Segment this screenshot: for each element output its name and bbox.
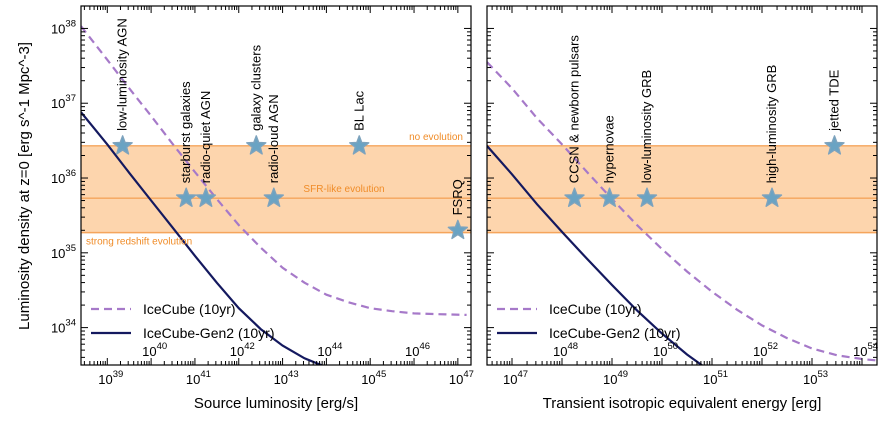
source-label-6: FSRQ bbox=[450, 179, 465, 215]
series-line-icecube bbox=[81, 25, 467, 316]
band-label: SFR-like evolution bbox=[303, 184, 384, 195]
series-line-icecube bbox=[487, 61, 877, 362]
x-tick-label: 1043 bbox=[274, 369, 299, 387]
y-tick-label: 1037 bbox=[51, 93, 76, 111]
source-star-3 bbox=[761, 187, 783, 207]
y-axis-label: Luminosity density at z=0 [erg s^-1 Mpc^… bbox=[16, 42, 33, 330]
x-tick-label: 1050 bbox=[653, 341, 678, 359]
plot-area bbox=[81, 25, 471, 365]
source-label-2: radio-quiet AGN bbox=[198, 91, 213, 184]
source-label-5: BL Lac bbox=[351, 90, 366, 130]
x-axis-label-left: Source luminosity [erg/s] bbox=[194, 395, 358, 412]
x-tick-label: 1045 bbox=[361, 369, 386, 387]
x-tick-label: 1044 bbox=[317, 341, 342, 359]
series-line-icecube-gen2 bbox=[81, 111, 324, 365]
left-panel: no evolution SFR-like evolution strong red… bbox=[51, 5, 474, 387]
plot-area bbox=[487, 61, 877, 365]
x-tick-label: 1041 bbox=[186, 369, 211, 387]
source-label-4: jetted TDE bbox=[827, 69, 842, 132]
source-star-3 bbox=[246, 135, 267, 155]
source-star-4 bbox=[263, 187, 285, 207]
evolution-band bbox=[487, 145, 877, 233]
legend-label-1: IceCube-Gen2 (10yr) bbox=[143, 325, 275, 341]
x-tick-label: 1048 bbox=[553, 341, 578, 359]
source-label-0: CCSN & newborn pulsars bbox=[567, 35, 582, 184]
source-label-1: hypernovae bbox=[602, 115, 617, 183]
x-tick-label: 1052 bbox=[753, 341, 778, 359]
legend-label-0: IceCube (10yr) bbox=[143, 301, 236, 317]
source-star-4 bbox=[824, 135, 845, 155]
x-tick-label: 1053 bbox=[803, 369, 828, 387]
source-label-3: galaxy clusters bbox=[248, 44, 263, 130]
source-label-2: low-luminosity GRB bbox=[639, 70, 654, 183]
source-star-5 bbox=[349, 135, 370, 155]
right-panel: CCSN & newborn pulsars hypernovae low-lumi… bbox=[486, 5, 878, 387]
source-star-1 bbox=[175, 187, 197, 207]
source-star-0 bbox=[564, 187, 585, 207]
legend-label-1: IceCube-Gen2 (10yr) bbox=[549, 325, 681, 341]
legend-label-0: IceCube (10yr) bbox=[549, 301, 642, 317]
x-tick-label: 1046 bbox=[405, 341, 430, 359]
source-star-2 bbox=[636, 187, 658, 207]
source-label-1: starburst galaxies bbox=[178, 81, 193, 183]
band-label: strong redshift evolution bbox=[86, 237, 192, 248]
evolution-band bbox=[81, 145, 471, 233]
x-tick-label: 1047 bbox=[503, 369, 528, 387]
x-tick-label: 1049 bbox=[603, 369, 628, 387]
x-axis-label-right: Transient isotropic equivalent energy [e… bbox=[543, 395, 822, 412]
x-tick-label: 1051 bbox=[703, 369, 728, 387]
x-tick-label: 1040 bbox=[142, 341, 167, 359]
y-tick-label: 1035 bbox=[51, 243, 76, 261]
x-tick-label: 1042 bbox=[230, 341, 255, 359]
source-label-4: radio-loud AGN bbox=[266, 94, 281, 183]
source-label-3: high-luminosity GRB bbox=[764, 65, 779, 184]
source-star-0 bbox=[112, 135, 133, 155]
y-tick-label: 1038 bbox=[51, 18, 76, 36]
y-tick-label: 1036 bbox=[51, 168, 76, 186]
series-line-icecube-gen2 bbox=[487, 145, 704, 365]
x-tick-label: 1039 bbox=[98, 369, 123, 387]
source-star-2 bbox=[195, 187, 217, 207]
y-tick-label: 1034 bbox=[51, 318, 76, 336]
x-tick-label: 1054 bbox=[853, 341, 878, 359]
band-label: no evolution bbox=[409, 132, 463, 143]
source-star-6 bbox=[447, 219, 469, 240]
source-label-0: low-luminosity AGN bbox=[115, 18, 130, 131]
x-tick-label: 1047 bbox=[449, 369, 474, 387]
source-star-1 bbox=[599, 187, 620, 207]
